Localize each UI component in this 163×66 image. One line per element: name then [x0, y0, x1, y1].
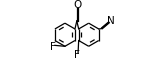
- Text: O: O: [73, 0, 81, 10]
- Text: F: F: [74, 50, 80, 60]
- Text: N: N: [107, 16, 114, 26]
- Text: F: F: [50, 42, 56, 52]
